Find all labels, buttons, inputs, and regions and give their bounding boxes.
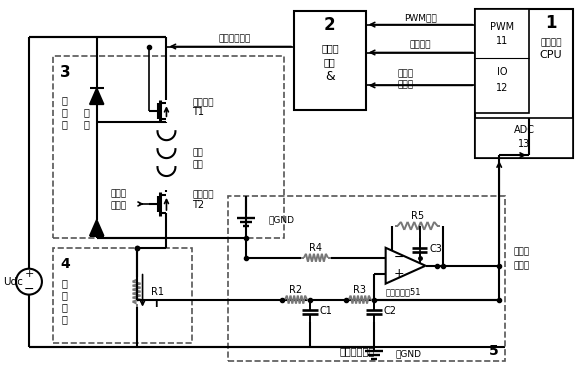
Text: IO: IO: [497, 67, 508, 77]
Bar: [294, 11, 365, 110]
Polygon shape: [386, 248, 425, 284]
Polygon shape: [90, 220, 104, 236]
Text: 下开关管: 下开关管: [193, 191, 214, 200]
Text: 流: 流: [62, 291, 68, 300]
Text: R4: R4: [310, 243, 322, 253]
Text: 率: 率: [84, 119, 90, 129]
Text: 与门: 与门: [324, 58, 336, 67]
Text: 2: 2: [324, 16, 336, 33]
Text: 地GND: 地GND: [268, 215, 294, 224]
Text: 4: 4: [60, 257, 70, 271]
Text: I: I: [154, 299, 158, 309]
Text: 器: 器: [62, 119, 68, 129]
Text: PWM: PWM: [490, 21, 514, 32]
Text: C3: C3: [429, 244, 442, 254]
Text: R3: R3: [353, 285, 366, 295]
Text: 下管换: 下管换: [111, 190, 127, 199]
Text: 11: 11: [496, 36, 508, 45]
Text: PWM信号: PWM信号: [404, 13, 437, 22]
Polygon shape: [90, 88, 104, 104]
Text: 样: 样: [62, 314, 68, 324]
Text: 电: 电: [62, 279, 68, 289]
Text: &: &: [325, 70, 335, 83]
Text: 采: 采: [62, 303, 68, 312]
Circle shape: [16, 269, 42, 295]
Bar: [53, 56, 284, 238]
Text: 1: 1: [545, 14, 557, 32]
Text: 换: 换: [62, 107, 68, 117]
Text: +: +: [24, 269, 34, 279]
Text: CPU: CPU: [540, 50, 562, 61]
Bar: [475, 118, 573, 158]
Text: 13: 13: [518, 139, 530, 149]
Bar: [475, 9, 573, 158]
Text: 相信号: 相信号: [111, 202, 127, 211]
Text: 二输入: 二输入: [321, 44, 339, 53]
Text: 功: 功: [84, 107, 90, 117]
Text: 绕组: 绕组: [193, 161, 203, 170]
Bar: [475, 9, 529, 113]
Text: 下管换: 下管换: [398, 69, 414, 78]
Text: 滤波放大电路: 滤波放大电路: [339, 346, 374, 356]
Text: 上管控制信号: 上管控制信号: [218, 34, 250, 43]
Text: +: +: [393, 267, 404, 280]
Bar: [53, 248, 193, 343]
Text: R5: R5: [411, 211, 424, 221]
Text: C2: C2: [383, 306, 396, 315]
Text: −: −: [24, 283, 34, 296]
Text: 微处理器: 微处理器: [540, 38, 562, 47]
Text: 5: 5: [488, 344, 498, 358]
Bar: [228, 196, 505, 361]
Text: 运算放大器51: 运算放大器51: [386, 287, 421, 296]
Text: −: −: [393, 251, 404, 264]
Text: 12: 12: [496, 83, 509, 93]
Text: 3: 3: [59, 65, 70, 80]
Text: 相信号: 相信号: [398, 80, 414, 89]
Text: C1: C1: [320, 306, 332, 315]
Text: ADC: ADC: [514, 125, 535, 135]
Text: R2: R2: [289, 285, 303, 295]
Text: 斩波信号: 斩波信号: [410, 40, 431, 49]
Text: R1: R1: [151, 287, 164, 297]
Text: 变: 变: [62, 96, 68, 105]
Text: T2: T2: [193, 200, 204, 210]
Text: T1: T1: [193, 107, 204, 117]
Text: Udc: Udc: [3, 277, 23, 287]
Text: 上开关管: 上开关管: [193, 99, 214, 108]
Text: 地GND: 地GND: [396, 349, 421, 358]
Text: 大信号: 大信号: [513, 261, 529, 270]
Text: 电机: 电机: [193, 149, 203, 158]
Text: 采样放: 采样放: [513, 247, 529, 256]
